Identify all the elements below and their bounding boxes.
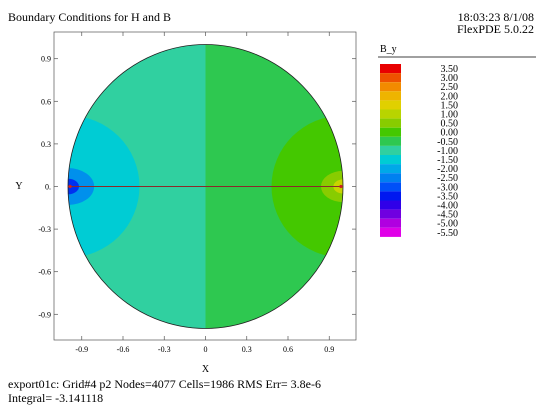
plot-title: Boundary Conditions for H and B: [8, 10, 171, 24]
legend-level-label: -2.00: [437, 164, 458, 175]
region-right-inner: [321, 170, 343, 203]
legend-swatch: [380, 145, 401, 155]
x-tick-label: -0.9: [75, 345, 88, 354]
x-tick-label: 0: [204, 345, 208, 354]
legend-swatch: [380, 82, 401, 92]
legend: B_y 3.503.002.502.001.501.000.500.00-0.50…: [378, 44, 536, 239]
y-tick-label: -0.9: [38, 310, 51, 319]
x-tick-label: 0.9: [324, 345, 334, 354]
legend-level-label: -2.50: [437, 173, 458, 184]
y-tick-label: 0.3: [41, 140, 51, 149]
legend-level-label: -1.00: [437, 146, 458, 157]
x-tick-label: 0.3: [242, 345, 252, 354]
plot-frame: [53, 31, 357, 341]
legend-level-label: 2.50: [441, 82, 459, 93]
legend-level-label: 2.00: [441, 91, 459, 102]
legend-level-label: -3.50: [437, 191, 458, 202]
legend-swatch: [380, 155, 401, 165]
legend-swatch: [380, 73, 401, 83]
legend-level-label: 3.00: [441, 73, 459, 84]
legend-level-label: -4.50: [437, 210, 458, 221]
x-tick-label: 0.6: [283, 345, 293, 354]
x-tick-label: -0.6: [117, 345, 130, 354]
left-pole-marker: [68, 184, 72, 189]
y-tick-label: 0.: [45, 183, 51, 192]
region-left-pole: [68, 178, 79, 195]
legend-level-label: 3.50: [441, 64, 459, 75]
x-tick-label: -0.3: [158, 345, 171, 354]
legend-level-label: -4.00: [437, 201, 458, 212]
legend-swatch: [380, 227, 401, 237]
legend-level-label: 1.50: [441, 100, 459, 111]
legend-level-label: -3.00: [437, 182, 458, 193]
region-left-inner: [68, 168, 95, 205]
legend-level-label: -5.00: [437, 219, 458, 230]
legend-swatch: [380, 191, 401, 201]
legend-swatch: [380, 200, 401, 210]
legend-swatch: [380, 209, 401, 219]
axes: -0.9 -0.6 -0.3 0 0.3 0.6 0.9 0.9 0.6 0.3 0. -0.3 -0.…: [15, 31, 357, 375]
legend-swatch: [380, 182, 401, 192]
legend-swatch: [380, 109, 401, 119]
version-label: FlexPDE 5.0.22: [456, 22, 534, 36]
x-axis-label: X: [202, 364, 210, 375]
legend-swatch: [380, 118, 401, 128]
legend-level-label: 0.50: [441, 119, 459, 130]
y-tick-label: -0.3: [38, 225, 51, 234]
legend-swatch: [380, 164, 401, 174]
y-axis-label: Y: [15, 181, 22, 192]
legend-level-label: 0.00: [441, 128, 459, 139]
legend-level-label: -0.50: [437, 137, 458, 148]
region-left-contour: [68, 115, 140, 258]
legend-swatch: [380, 127, 401, 137]
y-tick-label: 0.9: [41, 55, 51, 64]
integral-value: Integral= -3.141118: [8, 391, 104, 405]
timestamp: 18:03:23 8/1/08: [457, 10, 534, 24]
y-tick-label: 0.6: [41, 97, 51, 106]
legend-swatch: [380, 136, 401, 146]
region-right-contour: [271, 115, 343, 258]
legend-swatch: [380, 91, 401, 101]
legend-title: B_y: [380, 44, 397, 55]
right-pole-marker: [339, 184, 343, 189]
y-tick-label: -0.6: [38, 268, 51, 277]
legend-level-label: -5.50: [437, 228, 458, 239]
legend-swatch: [380, 218, 401, 228]
region-right-pole: [333, 179, 343, 194]
grid-stats: export01c: Grid#4 p2 Nodes=4077 Cells=19…: [8, 377, 321, 391]
legend-level-label: -1.50: [437, 155, 458, 166]
legend-level-label: 1.00: [441, 110, 459, 121]
legend-swatch: [380, 100, 401, 110]
legend-swatch: [380, 64, 401, 74]
legend-swatch: [380, 173, 401, 183]
